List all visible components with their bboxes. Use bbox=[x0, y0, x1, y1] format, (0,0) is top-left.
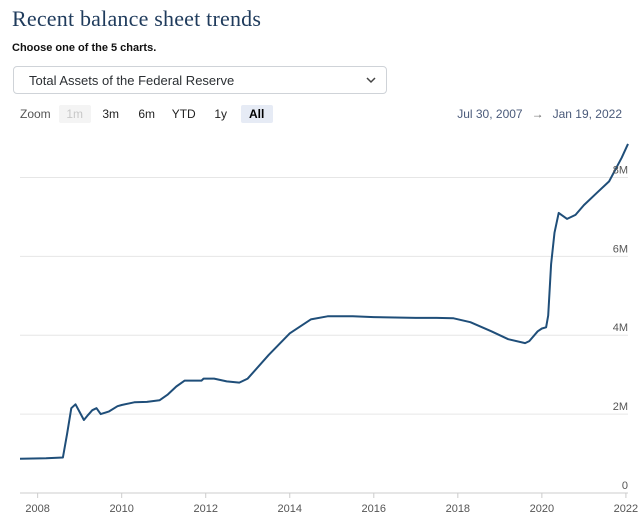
y-axis-labels: 0 2M 4M 6M 8M bbox=[613, 164, 628, 492]
chart-select-dropdown[interactable]: Total Assets of the Federal Reserve bbox=[13, 66, 387, 94]
total-assets-series-line[interactable] bbox=[19, 143, 629, 460]
y-tick-label: 2M bbox=[613, 401, 628, 413]
date-range: Jul 30, 2007 → Jan 19, 2022 bbox=[457, 107, 622, 121]
range-end-date[interactable]: Jan 19, 2022 bbox=[552, 107, 622, 121]
range-start-date[interactable]: Jul 30, 2007 bbox=[457, 107, 523, 121]
zoom-3m-button[interactable]: 3m bbox=[102, 107, 120, 121]
chart-chooser-label: Choose one of the 5 charts. bbox=[12, 42, 157, 54]
zoom-toolbar: Zoom 1m 3m 6m YTD 1y All bbox=[20, 105, 273, 123]
x-tick-label: 2018 bbox=[446, 503, 470, 515]
range-arrow-icon: → bbox=[531, 107, 544, 121]
page-title: Recent balance sheet trends bbox=[12, 6, 262, 31]
y-tick-label: 4M bbox=[613, 322, 628, 334]
x-tick-label: 2012 bbox=[193, 503, 217, 515]
series-layer bbox=[19, 143, 629, 460]
y-tick-label: 6M bbox=[613, 243, 628, 255]
zoom-6m-button[interactable]: 6m bbox=[138, 107, 156, 121]
x-tick-label: 2022 bbox=[614, 503, 638, 515]
x-axis-labels: 2008 2010 2012 2014 2016 2018 2020 2022 bbox=[25, 493, 638, 515]
zoom-ytd-button[interactable]: YTD bbox=[171, 107, 196, 121]
x-tick-label: 2008 bbox=[25, 503, 49, 515]
chart-select-value: Total Assets of the Federal Reserve bbox=[29, 72, 235, 88]
chevron-down-icon bbox=[364, 73, 378, 87]
zoom-label: Zoom bbox=[20, 107, 51, 121]
y-tick-label: 8M bbox=[613, 164, 628, 176]
x-tick-label: 2016 bbox=[362, 503, 386, 515]
x-tick-label: 2010 bbox=[109, 503, 133, 515]
x-tick-label: 2020 bbox=[530, 503, 554, 515]
zoom-1y-button[interactable]: 1y bbox=[214, 107, 228, 121]
y-tick-label: 0 bbox=[622, 480, 628, 492]
grid-layer bbox=[20, 176, 628, 494]
zoom-1m-button[interactable]: 1m bbox=[58, 105, 91, 123]
x-tick-label: 2014 bbox=[278, 503, 302, 515]
zoom-all-button[interactable]: All bbox=[240, 105, 273, 123]
